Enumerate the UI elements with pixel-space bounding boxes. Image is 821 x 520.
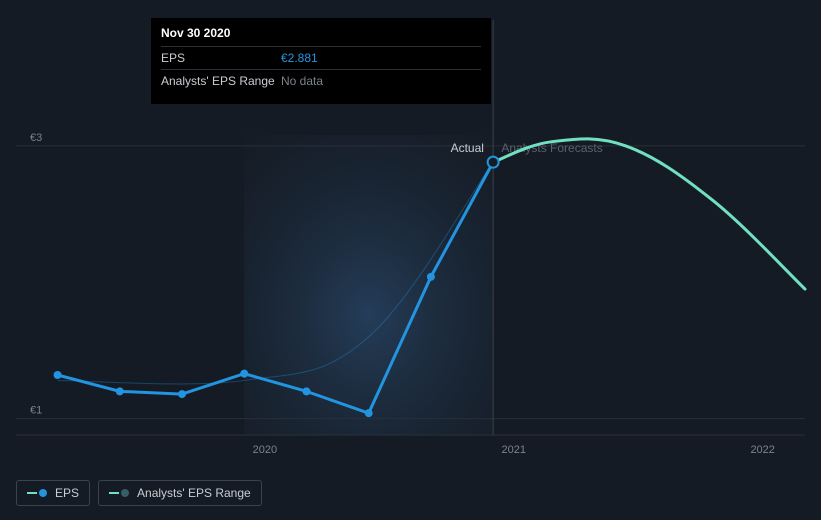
x-tick-label: 2020: [253, 444, 277, 456]
legend-swatch-range: [109, 489, 129, 497]
tooltip-row-label: Analysts' EPS Range: [161, 74, 281, 88]
chart-tooltip: Nov 30 2020 EPS€2.881Analysts' EPS Range…: [151, 18, 491, 104]
legend-item-eps[interactable]: EPS: [16, 480, 90, 506]
tooltip-row-label: EPS: [161, 51, 281, 65]
eps-point[interactable]: [54, 371, 62, 379]
tooltip-row: Analysts' EPS RangeNo data: [161, 69, 481, 92]
section-label-actual: Actual: [451, 141, 484, 155]
eps-point[interactable]: [116, 387, 124, 395]
eps-point[interactable]: [365, 409, 373, 417]
eps-hover-ring: [488, 157, 499, 168]
legend-label: EPS: [55, 486, 79, 500]
chart-legend: EPS Analysts' EPS Range: [16, 480, 262, 506]
tooltip-date: Nov 30 2020: [161, 26, 481, 40]
y-tick-label: €3: [30, 132, 42, 144]
legend-item-range[interactable]: Analysts' EPS Range: [98, 480, 262, 506]
eps-point[interactable]: [178, 390, 186, 398]
tooltip-row-value: No data: [281, 74, 323, 88]
x-tick-label: 2021: [502, 444, 526, 456]
legend-swatch-eps: [27, 489, 47, 497]
y-tick-label: €1: [30, 405, 42, 417]
tooltip-row: EPS€2.881: [161, 46, 481, 69]
series-forecast: [493, 139, 805, 289]
legend-label: Analysts' EPS Range: [137, 486, 251, 500]
eps-point[interactable]: [427, 273, 435, 281]
tooltip-row-value: €2.881: [281, 51, 318, 65]
x-tick-label: 2022: [750, 444, 774, 456]
eps-point[interactable]: [240, 370, 248, 378]
eps-point[interactable]: [302, 387, 310, 395]
